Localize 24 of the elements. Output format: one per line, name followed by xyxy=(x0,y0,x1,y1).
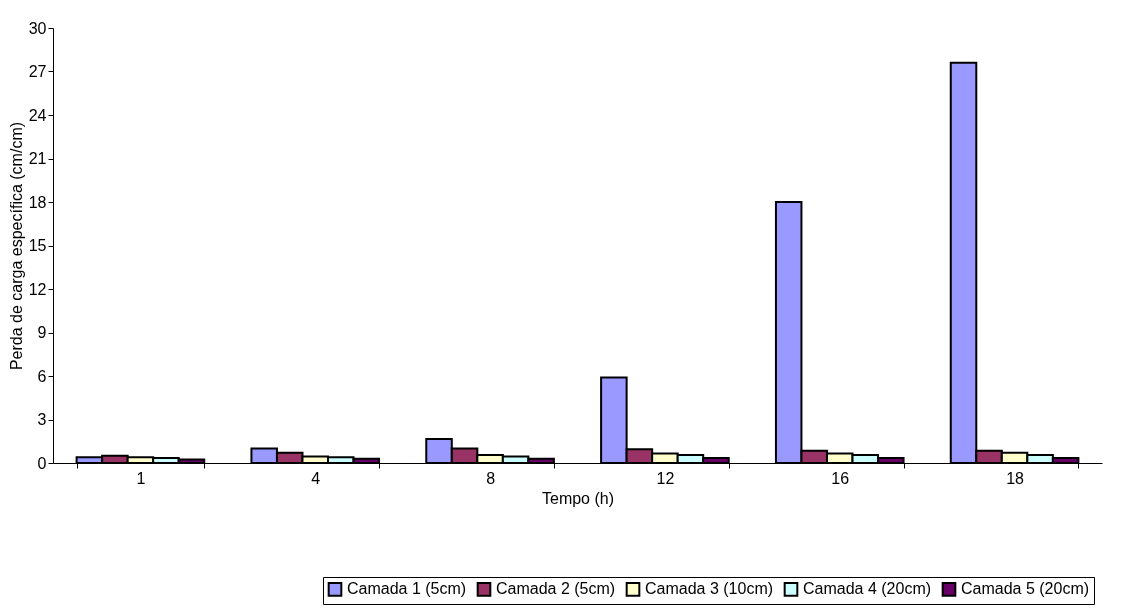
x-tick-label: 16 xyxy=(831,469,850,487)
x-tick-label: 12 xyxy=(656,469,675,487)
y-axis-title: Perda de carga específica (cm/cm) xyxy=(7,121,25,371)
legend-label: Camada 5 (20cm) xyxy=(961,580,1090,598)
legend-label: Camada 3 (10cm) xyxy=(645,580,774,598)
x-tick-label: 4 xyxy=(311,469,321,487)
y-tick-label: 27 xyxy=(28,63,47,80)
legend-label: Camada 4 (20cm) xyxy=(803,580,932,598)
x-tick-label: 1 xyxy=(136,469,146,487)
y-tick-label: 30 xyxy=(28,19,47,37)
y-tick-label: 18 xyxy=(28,193,47,211)
y-tick-label: 15 xyxy=(28,237,47,254)
y-tick-label: 3 xyxy=(37,411,47,428)
y-tick-label: 21 xyxy=(28,150,47,167)
y-tick-label: 9 xyxy=(37,324,47,341)
legend-label: Camada 2 (5cm) xyxy=(496,580,616,598)
legend-label: Camada 1 (5cm) xyxy=(347,580,467,598)
x-tick-label: 18 xyxy=(1006,469,1025,487)
y-tick-label: 6 xyxy=(37,367,47,385)
y-tick-label: 24 xyxy=(28,106,47,124)
x-tick-label: 8 xyxy=(486,469,496,487)
x-axis-title: Tempo (h) xyxy=(541,489,615,507)
y-tick-label: 12 xyxy=(28,280,47,298)
y-tick-label: 0 xyxy=(37,454,47,472)
